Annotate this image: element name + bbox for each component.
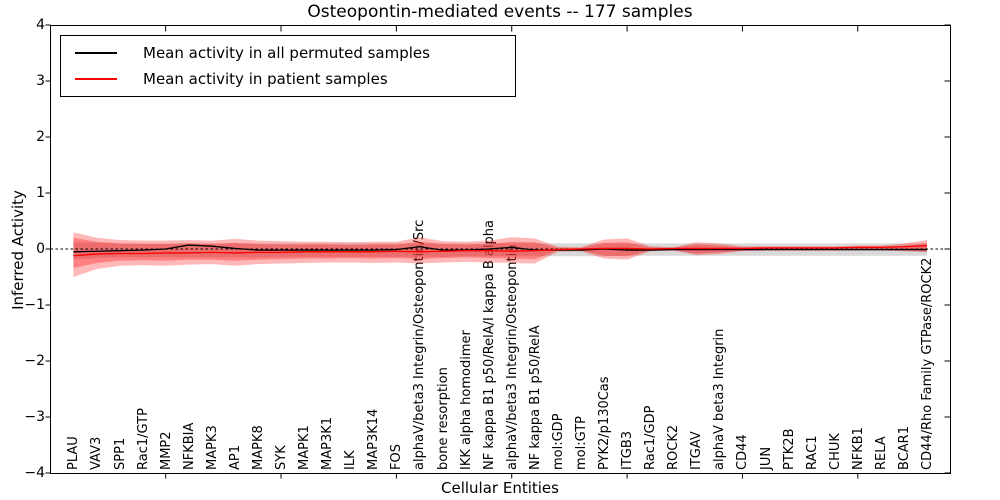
x-tick-label: AP1 (227, 444, 243, 470)
legend-item-permuted: Mean activity in all permuted samples (61, 44, 515, 62)
x-tick-label: PLAU (66, 436, 82, 470)
x-tick-label: VAV3 (89, 436, 105, 470)
x-tick-label: ITGAV (689, 431, 705, 470)
x-tick-label: Rac1/GTP (135, 408, 151, 470)
y-tick-label: −4 (24, 465, 45, 481)
permuted-samples-range (73, 242, 927, 260)
x-tick-label: alphaV/beta3 Integrin/Osteopontin/Src (412, 219, 428, 470)
x-tick-label: MMP2 (158, 431, 174, 470)
x-tick-label: ILK (343, 450, 359, 470)
x-tick-label: CHUK (827, 433, 843, 470)
x-tick-label: ROCK2 (666, 424, 682, 470)
legend: Mean activity in all permuted samples Me… (60, 35, 516, 97)
legend-label: Mean activity in all permuted samples (143, 44, 430, 62)
x-tick-label: NFKB1 (850, 427, 866, 470)
x-tick-label: SYK (274, 445, 290, 470)
x-tick-label: RELA (873, 436, 889, 470)
x-tick-label: NFKBIA (181, 422, 197, 470)
x-tick-label: mol:GDP (550, 413, 566, 470)
x-tick-label: PTK2B (781, 428, 797, 471)
legend-label: Mean activity in patient samples (143, 70, 388, 88)
x-tick-label: IKK alpha homodimer (458, 330, 474, 470)
patient-line-swatch (75, 78, 117, 80)
x-tick-label: CD44 (735, 434, 751, 470)
x-tick-label: MAP3K14 (366, 408, 382, 470)
y-tick-label: 1 (36, 185, 45, 201)
x-tick-label: BCAR1 (896, 426, 912, 470)
x-tick-label: RAC1 (804, 435, 820, 470)
x-tick-label: bone resorption (435, 367, 451, 470)
x-tick-label: FOS (389, 444, 405, 470)
x-tick-label: JUN (758, 446, 774, 470)
x-tick-label: alphaV beta3 Integrin (712, 328, 728, 470)
x-tick-label: MAPK8 (250, 425, 266, 470)
x-tick-label: ITGB3 (620, 430, 636, 470)
x-tick-label: PYK2/p130Cas (597, 376, 612, 470)
y-tick-label: 2 (36, 129, 45, 145)
patient-mean-line (73, 244, 928, 257)
x-axis-label: Cellular Entities (441, 479, 559, 497)
x-tick-label: CD44/Rho Family GTPase/ROCK2 (919, 257, 935, 470)
x-tick-label: Rac1/GDP (643, 405, 659, 470)
x-tick-label: SPP1 (112, 437, 128, 470)
y-tick-label: 4 (36, 17, 45, 33)
x-tick-label: MAPK3 (204, 425, 220, 470)
y-tick-label: −1 (24, 297, 45, 313)
x-tick-label: MAP3K1 (320, 416, 336, 470)
x-tick-label: MAPK1 (297, 425, 313, 470)
x-tick-label: NF kappa B1 p50/RelA/I kappa B alpha (481, 220, 497, 470)
y-tick-label: −2 (24, 353, 45, 369)
x-tick-label: alphaV/beta3 Integrin/Osteopontin (504, 244, 520, 470)
patient-samples-range-inner (73, 237, 927, 269)
chart-title: Osteopontin-mediated events -- 177 sampl… (307, 2, 693, 22)
y-tick-label: 3 (36, 73, 45, 89)
y-tick-label: −3 (24, 409, 45, 425)
legend-item-patient: Mean activity in patient samples (61, 70, 515, 88)
permuted-mean-line (73, 244, 927, 253)
y-tick-label: 0 (36, 241, 45, 257)
patient-samples-range-outer (73, 232, 927, 277)
x-tick-label: NF kappa B1 p50/RelA (527, 325, 543, 470)
x-tick-label: mol:GTP (573, 416, 589, 470)
permuted-line-swatch (75, 52, 117, 54)
